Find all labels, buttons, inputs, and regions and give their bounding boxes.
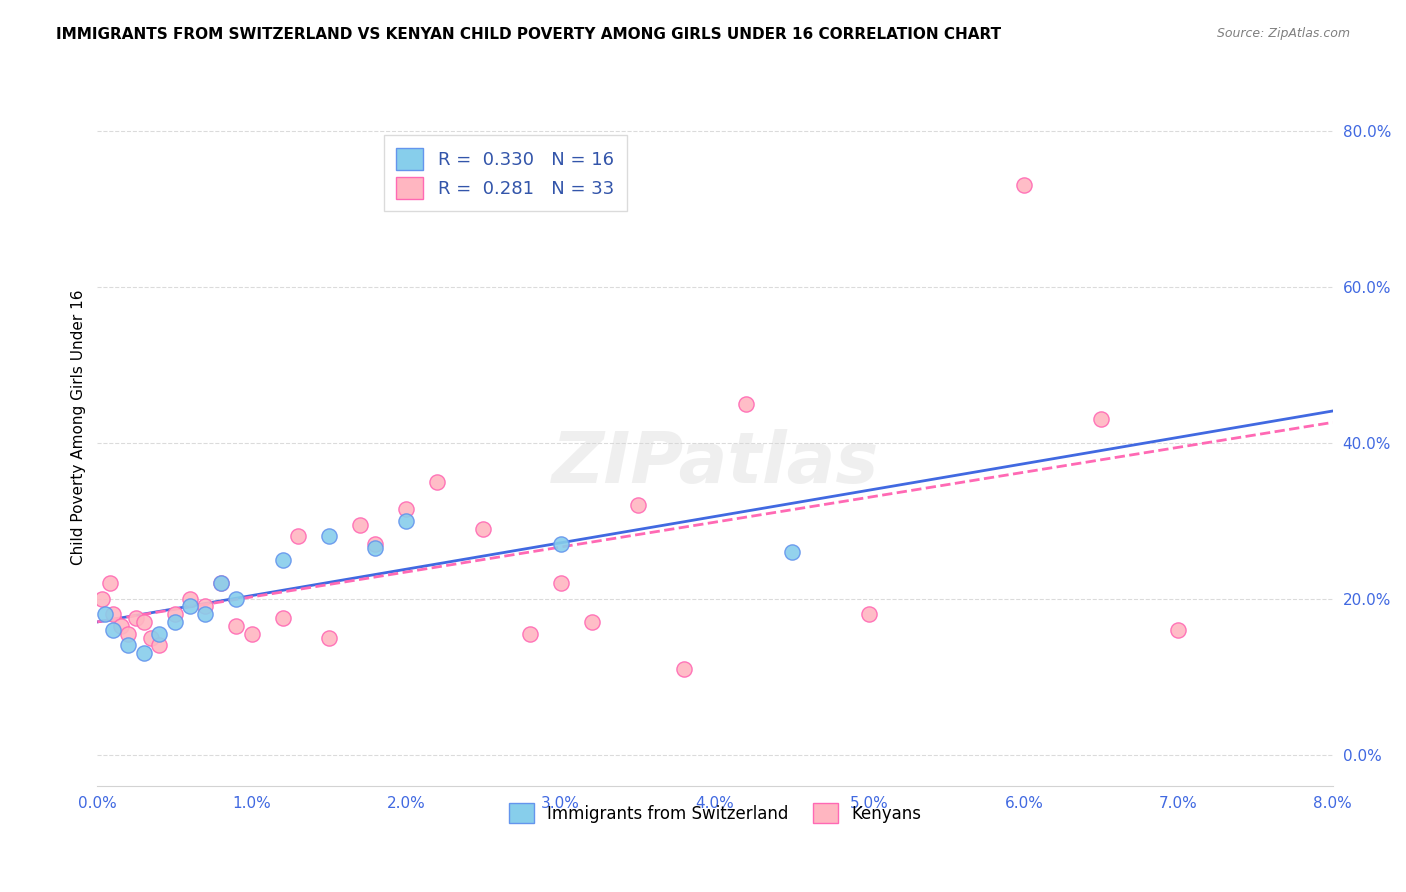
Point [364, 537, 387, 551]
Point [780, 545, 803, 559]
Point [132, 646, 155, 660]
Point [519, 626, 541, 640]
Point [735, 397, 758, 411]
Point [395, 514, 418, 528]
Text: Source: ZipAtlas.com: Source: ZipAtlas.com [1216, 27, 1350, 40]
Point [225, 619, 247, 633]
Point [209, 576, 232, 591]
Point [271, 611, 294, 625]
Point [318, 529, 340, 543]
Point [194, 607, 217, 622]
Point [209, 576, 232, 591]
Y-axis label: Child Poverty Among Girls Under 16: Child Poverty Among Girls Under 16 [72, 289, 86, 565]
Point [179, 599, 201, 614]
Point [673, 662, 696, 676]
Point [550, 576, 572, 591]
Point [1167, 623, 1189, 637]
Point [148, 639, 170, 653]
Point [98, 576, 121, 591]
Point [117, 626, 139, 640]
Point [472, 521, 495, 535]
Point [581, 615, 603, 629]
Point [1012, 178, 1035, 193]
Point [91, 591, 114, 606]
Point [364, 541, 387, 555]
Text: ZIPatlas: ZIPatlas [551, 428, 879, 498]
Point [318, 631, 340, 645]
Point [110, 619, 132, 633]
Point [627, 498, 650, 512]
Point [287, 529, 309, 543]
Point [125, 611, 148, 625]
Point [163, 615, 186, 629]
Point [349, 517, 371, 532]
Point [225, 591, 247, 606]
Point [240, 626, 263, 640]
Point [1090, 412, 1112, 426]
Point [101, 607, 124, 622]
Point [271, 552, 294, 566]
Point [395, 502, 418, 516]
Point [141, 631, 163, 645]
Point [132, 615, 155, 629]
Point [194, 599, 217, 614]
Point [858, 607, 880, 622]
Point [179, 591, 201, 606]
Point [426, 475, 449, 489]
Point [550, 537, 572, 551]
Point [94, 607, 117, 622]
Text: IMMIGRANTS FROM SWITZERLAND VS KENYAN CHILD POVERTY AMONG GIRLS UNDER 16 CORRELA: IMMIGRANTS FROM SWITZERLAND VS KENYAN CH… [56, 27, 1001, 42]
Legend: Immigrants from Switzerland, Kenyans: Immigrants from Switzerland, Kenyans [496, 791, 934, 835]
Point [163, 607, 186, 622]
Point [117, 639, 139, 653]
Point [101, 623, 124, 637]
Point [148, 626, 170, 640]
